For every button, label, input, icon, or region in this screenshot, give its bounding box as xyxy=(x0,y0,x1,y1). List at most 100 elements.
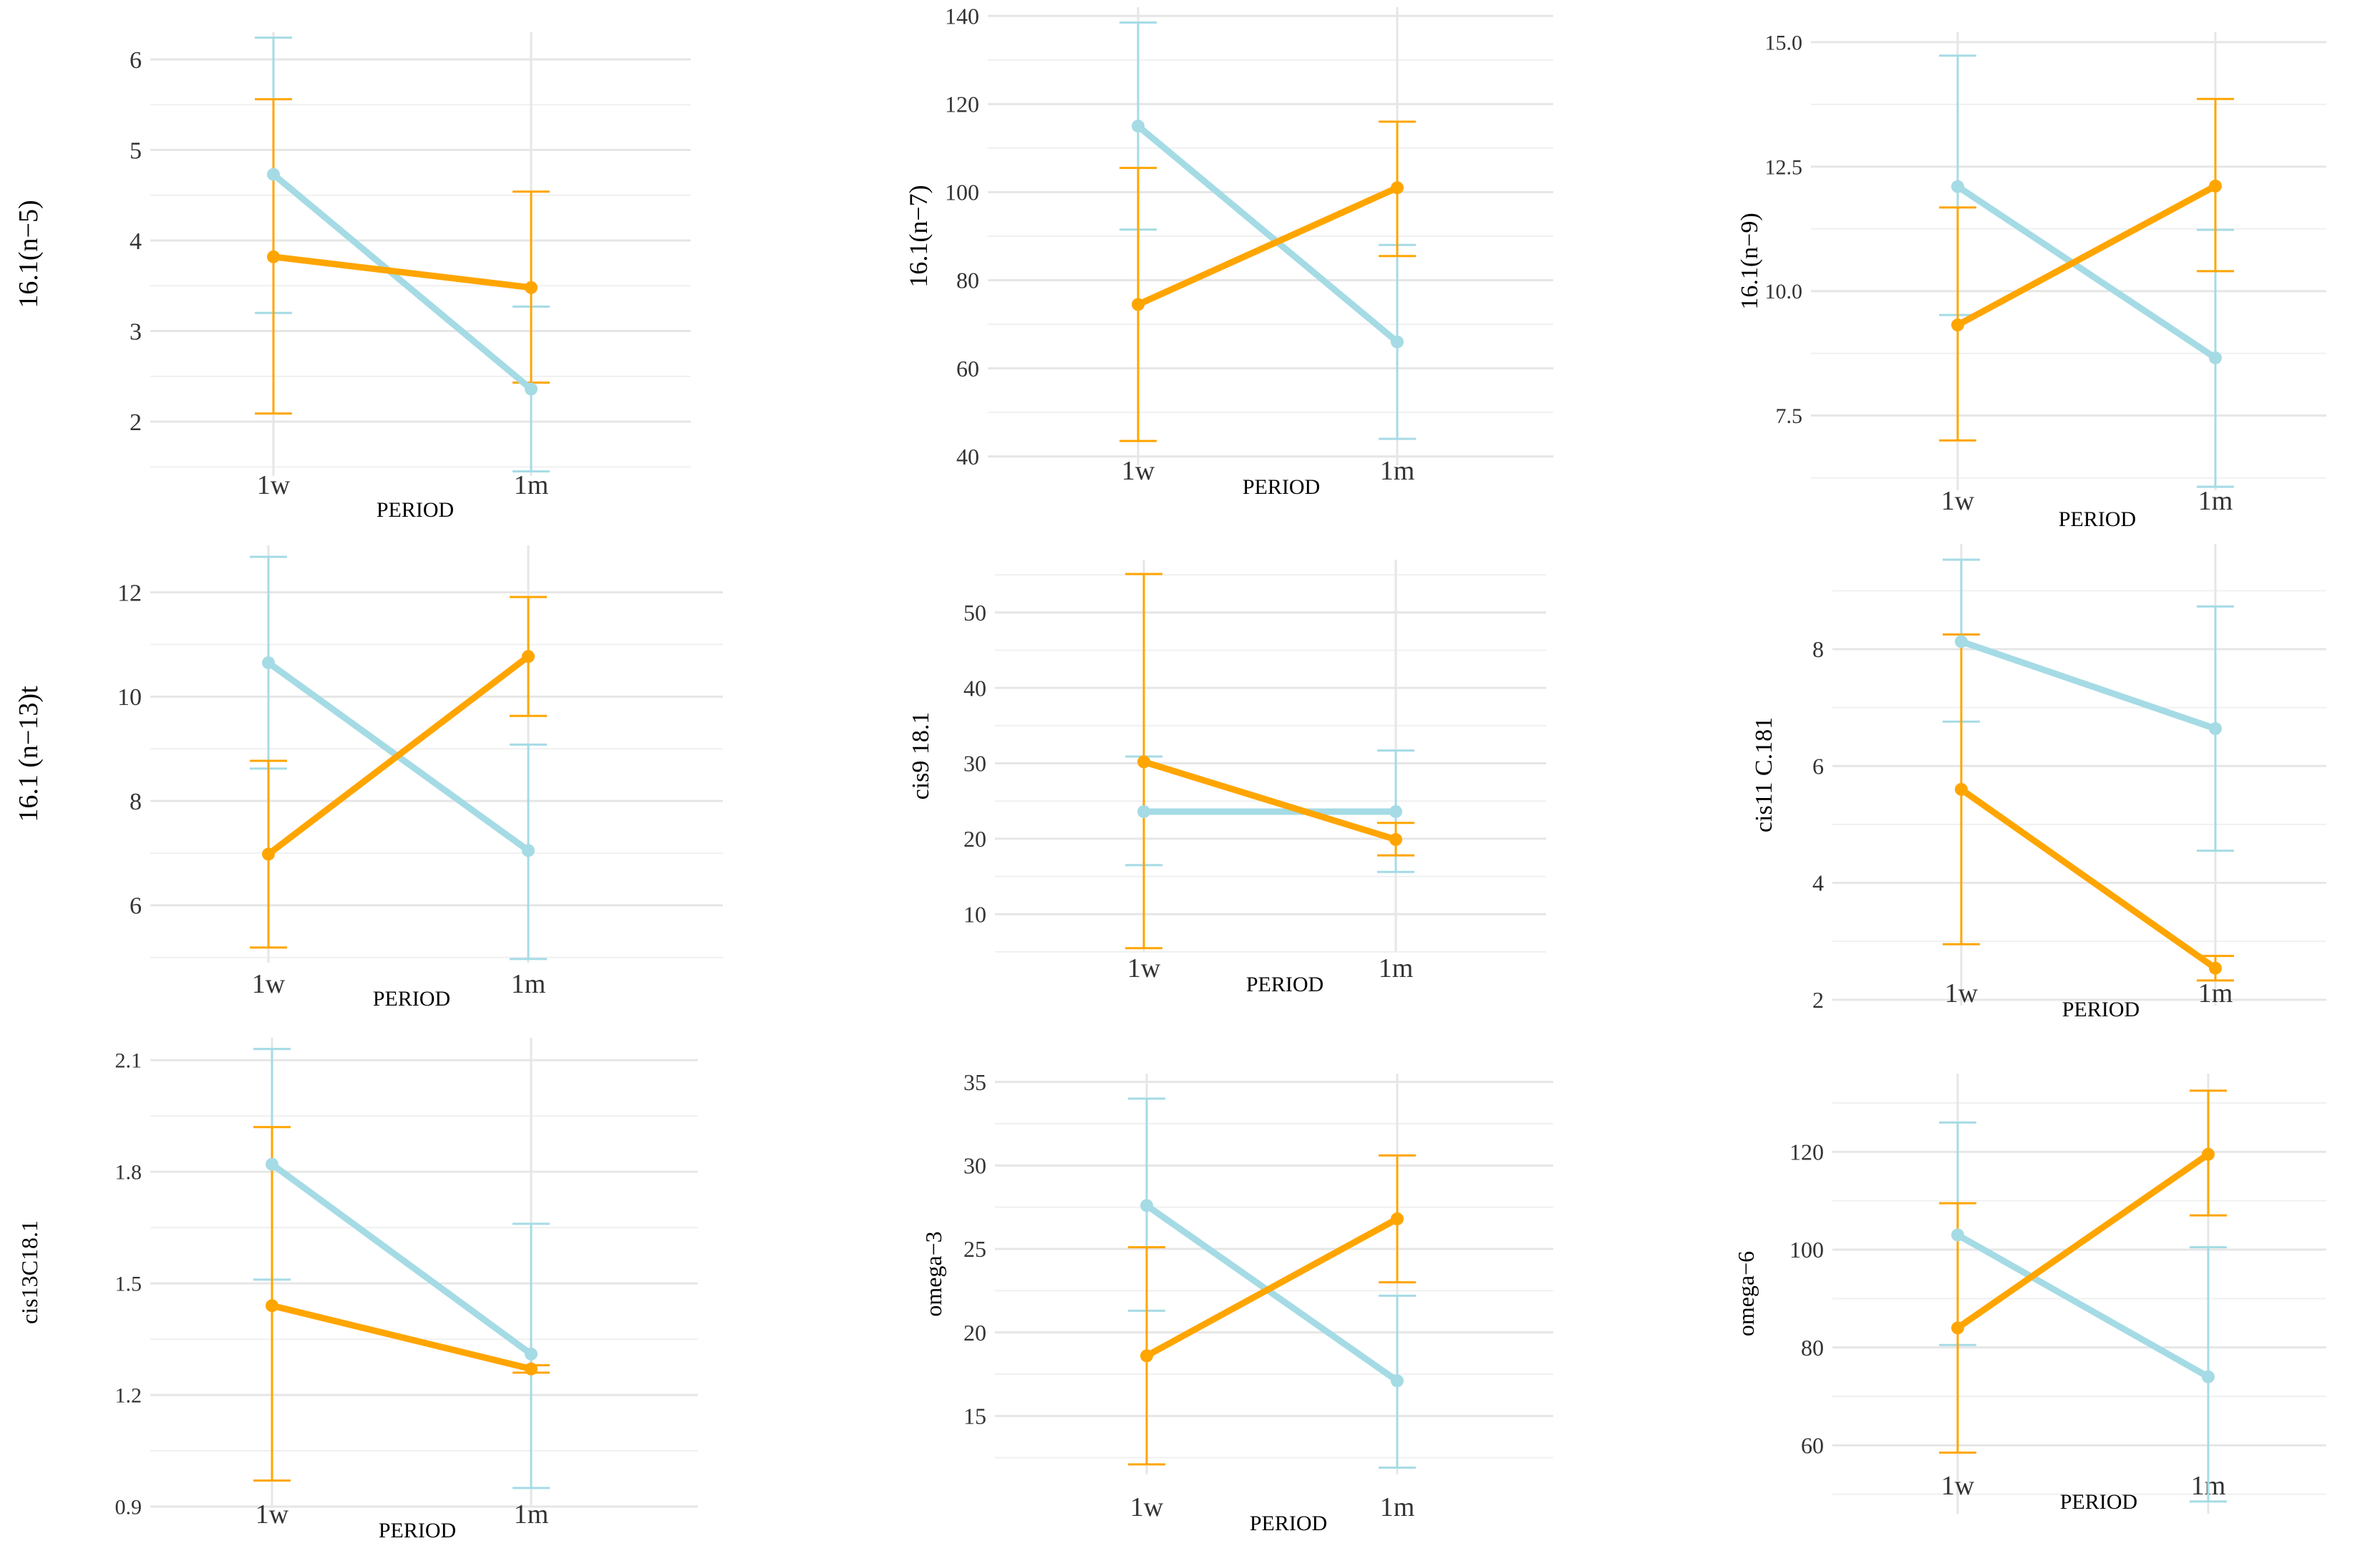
data-point xyxy=(1391,181,1404,195)
x-tick-label: 1w xyxy=(1127,953,1161,983)
series-line xyxy=(270,171,535,393)
series-line-orange xyxy=(1132,181,1404,311)
y-tick-label: 20 xyxy=(963,1320,986,1346)
y-tick-label: 6 xyxy=(1812,753,1824,779)
y-axis-title: 16.1(n−9) xyxy=(1737,213,1763,309)
y-axis-title: 16.1(n−5) xyxy=(14,200,44,308)
y-tick-label: 40 xyxy=(956,444,979,470)
x-axis-title: PERIOD xyxy=(2059,507,2136,531)
y-tick-label: 1.2 xyxy=(115,1384,142,1408)
data-point xyxy=(2209,351,2222,364)
data-point xyxy=(525,1347,538,1361)
y-tick-label: 4 xyxy=(1812,870,1824,896)
series-line xyxy=(1958,638,2219,732)
x-axis-title: PERIOD xyxy=(373,987,450,1011)
y-tick-label: 15.0 xyxy=(1765,31,1803,54)
x-axis-title: PERIOD xyxy=(1250,1512,1327,1535)
x-tick-label: 1m xyxy=(514,1499,549,1529)
y-tick-label: 2 xyxy=(1812,987,1824,1013)
series-orange xyxy=(1939,1089,2227,1454)
series-line-orange xyxy=(267,250,538,294)
y-axis-title: 16.1 (n−13)t xyxy=(14,686,44,822)
series-line xyxy=(1954,183,2219,329)
y-tick-label: 80 xyxy=(956,268,979,293)
data-point xyxy=(1132,120,1145,133)
x-tick-label: 1m xyxy=(1380,456,1415,486)
data-point xyxy=(1389,804,1402,818)
y-tick-label: 2 xyxy=(130,409,142,436)
x-axis-title: PERIOD xyxy=(379,1519,456,1542)
panel-8: 15 20 25 30 35 1w 1m PERIOD omega−3 xyxy=(921,1069,1553,1535)
series-line-orange xyxy=(1955,782,2222,975)
y-tick-label: 30 xyxy=(963,751,986,777)
x-axis-title: PERIOD xyxy=(2060,1490,2137,1514)
data-point xyxy=(1951,180,1964,193)
series-line-blue xyxy=(1132,120,1404,349)
series-line xyxy=(1954,1151,2212,1331)
x-tick-label: 1m xyxy=(2198,978,2233,1008)
x-axis-title: PERIOD xyxy=(1243,475,1320,499)
y-tick-label: 120 xyxy=(945,92,979,117)
panel-2: 40 60 80 100 120 140 1w 1m PERIOD 16.1(n−7) xyxy=(904,4,1553,499)
series-line-orange xyxy=(1137,755,1402,846)
y-tick-label: 8 xyxy=(130,789,142,815)
y-tick-label: 80 xyxy=(1801,1335,1824,1361)
data-point xyxy=(262,656,275,669)
series-line xyxy=(1135,122,1401,346)
x-tick-label: 1m xyxy=(1379,953,1414,983)
y-tick-label: 30 xyxy=(963,1153,986,1179)
x-tick-label: 1m xyxy=(514,470,549,500)
y-tick-label: 60 xyxy=(956,356,979,381)
y-tick-label: 100 xyxy=(1789,1237,1824,1263)
series-line xyxy=(1954,1232,2212,1381)
data-point xyxy=(1391,1374,1404,1388)
series-blue xyxy=(255,37,550,473)
data-point xyxy=(1951,1228,1964,1242)
series-line-orange xyxy=(266,1299,538,1376)
series-line xyxy=(1143,1215,1401,1359)
y-tick-label: 0.9 xyxy=(115,1496,142,1519)
series-orange xyxy=(250,595,547,949)
y-tick-label: 7.5 xyxy=(1776,404,1803,428)
y-tick-label: 120 xyxy=(1789,1139,1824,1165)
data-point xyxy=(1391,335,1404,349)
x-tick-label: 1m xyxy=(2198,486,2233,516)
data-point xyxy=(522,844,535,857)
x-tick-label: 1w xyxy=(1945,978,1978,1008)
series-line-blue xyxy=(1140,1199,1404,1388)
series-line xyxy=(1954,183,2219,361)
y-tick-label: 60 xyxy=(1801,1433,1824,1459)
series-line xyxy=(270,253,535,291)
y-tick-label: 40 xyxy=(963,675,986,701)
data-point xyxy=(2202,1370,2215,1383)
data-point xyxy=(1140,1349,1153,1363)
data-point xyxy=(522,650,535,663)
y-tick-label: 100 xyxy=(945,180,979,205)
series-line-blue xyxy=(1137,804,1402,818)
data-point xyxy=(2209,722,2222,735)
data-point xyxy=(1955,782,1968,796)
series-line-blue xyxy=(1955,635,2222,735)
y-tick-label: 140 xyxy=(945,4,979,29)
x-tick-label: 1w xyxy=(1941,486,1975,516)
series-line-orange xyxy=(262,650,535,861)
series-line-orange xyxy=(1140,1212,1404,1363)
data-point xyxy=(1140,1199,1153,1212)
x-axis-title: PERIOD xyxy=(377,498,454,522)
series-line xyxy=(265,653,532,857)
series-line-orange xyxy=(1951,1147,2215,1335)
x-tick-label: 1w xyxy=(1122,456,1155,486)
series-line xyxy=(268,1161,535,1358)
y-tick-label: 10 xyxy=(117,684,142,711)
series-orange xyxy=(1119,120,1416,442)
y-tick-label: 1.5 xyxy=(115,1273,142,1296)
y-tick-label: 35 xyxy=(963,1069,986,1095)
y-tick-label: 15 xyxy=(963,1404,986,1429)
panel-4: 6 8 10 12 1w 1m PERIOD 16.1 (n−13)t xyxy=(14,545,723,1011)
data-point xyxy=(525,281,538,294)
y-tick-label: 10 xyxy=(963,902,986,928)
y-axis-title: 16.1(n−7) xyxy=(904,185,933,287)
series-line-blue xyxy=(1951,180,2222,364)
y-axis-title: cis11 C.181 xyxy=(1751,717,1777,832)
series-line-blue xyxy=(266,1157,538,1361)
